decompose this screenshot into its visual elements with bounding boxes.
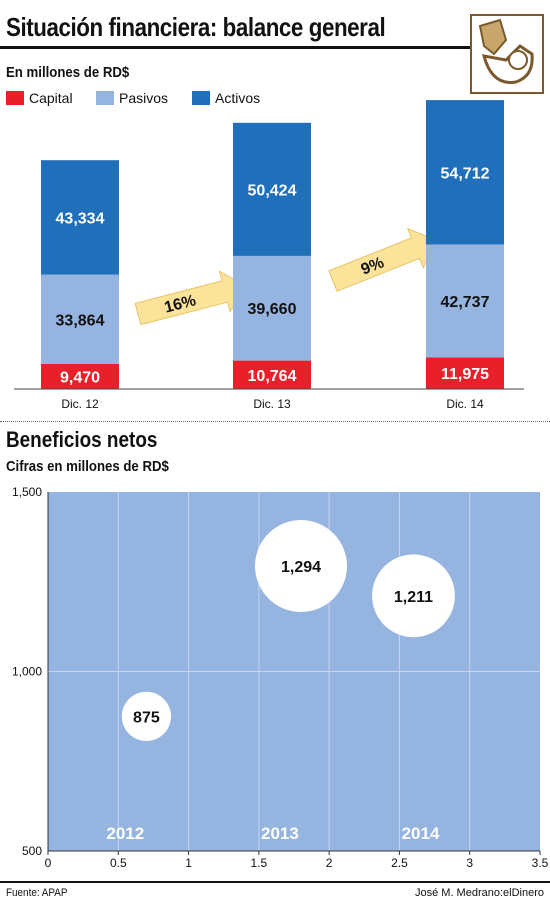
bubble-label-2013: 1,294 <box>281 559 321 576</box>
bar-activos-3 <box>426 100 504 245</box>
legend-label-activos: Activos <box>215 90 261 106</box>
legend-swatch-pasivos <box>96 91 114 105</box>
legend-item-capital: Capital <box>6 90 73 106</box>
y-tick-label-1: 1,000 <box>12 665 42 679</box>
credit-note: José M. Medrano:elDinero <box>414 887 544 899</box>
legend-item-activos: Activos <box>192 90 260 106</box>
growth-arrow-1 <box>134 270 247 326</box>
value-label-pasivos-1: 33,864 <box>56 312 105 329</box>
section-divider <box>0 421 550 422</box>
value-label-capital-3: 11,975 <box>441 366 489 383</box>
x-tick-label-5: 2.5 <box>391 856 408 870</box>
year-label-2014: 2014 <box>402 824 440 843</box>
value-label-activos-2: 50,424 <box>248 182 297 199</box>
x-tick-label-7: 3.5 <box>532 856 549 870</box>
benefits-units: Cifras en millones de RD$ <box>6 458 169 475</box>
bar-activos-2 <box>233 122 311 256</box>
legend-swatch-activos <box>192 91 210 105</box>
bar-pasivos-1 <box>41 274 119 364</box>
bar-capital-1 <box>41 364 119 389</box>
year-label-2013: 2013 <box>261 824 299 843</box>
bar-pasivos-2 <box>233 255 311 361</box>
year-label-2012: 2012 <box>106 824 144 843</box>
legend-label-capital: Capital <box>29 90 73 106</box>
benefits-bubble-chart: 0 0.5 1 1.5 2 2.5 3 3.5 500 1,000 1,500 875 2012 1,29… <box>12 485 549 870</box>
x-tick-label-3: 1.5 <box>251 856 268 870</box>
bar-activos-1 <box>41 160 119 275</box>
bar-capital-2 <box>233 360 311 389</box>
newspaper-logo-icon <box>470 14 544 94</box>
bubble-label-2012: 875 <box>133 709 160 726</box>
x-tick-label-4: 2 <box>326 856 333 870</box>
legend-label-pasivos: Pasivos <box>119 90 169 106</box>
footer-rule <box>0 881 550 883</box>
category-label-2: Dic. 13 <box>253 397 291 411</box>
growth-arrow-2 <box>328 227 437 292</box>
bubble-2012 <box>121 691 171 741</box>
page-title: Situación financiera: balance general <box>6 12 386 42</box>
value-label-activos-1: 43,334 <box>56 210 105 227</box>
y-tick-label-2: 1,500 <box>12 485 42 499</box>
x-tick-label-1: 0.5 <box>110 856 127 870</box>
bubble-label-2014: 1,211 <box>394 589 433 606</box>
legend-item-pasivos: Pasivos <box>96 90 168 106</box>
title-rule <box>0 46 470 49</box>
category-label-1: Dic. 12 <box>61 397 99 411</box>
x-tick-label-2: 1 <box>185 856 192 870</box>
x-tick-label-0: 0 <box>45 856 52 870</box>
source-note: Fuente: APAP <box>6 887 68 899</box>
legend-swatch-capital <box>6 91 24 105</box>
x-tick-label-6: 3 <box>466 856 473 870</box>
value-label-pasivos-3: 42,737 <box>441 294 490 311</box>
value-label-capital-2: 10,764 <box>248 368 297 385</box>
category-label-3: Dic. 14 <box>446 397 484 411</box>
value-label-activos-3: 54,712 <box>441 165 490 182</box>
balance-units: En millones de RD$ <box>6 64 130 81</box>
y-tick-label-0: 500 <box>22 844 42 858</box>
value-label-capital-1: 9,470 <box>60 370 100 387</box>
bubble-2014 <box>372 554 455 638</box>
value-label-pasivos-2: 39,660 <box>248 301 297 318</box>
bubble-2013 <box>255 520 347 612</box>
benefits-title: Beneficios netos <box>6 427 158 452</box>
bar-pasivos-3 <box>426 244 504 358</box>
bar-capital-3 <box>426 357 504 389</box>
